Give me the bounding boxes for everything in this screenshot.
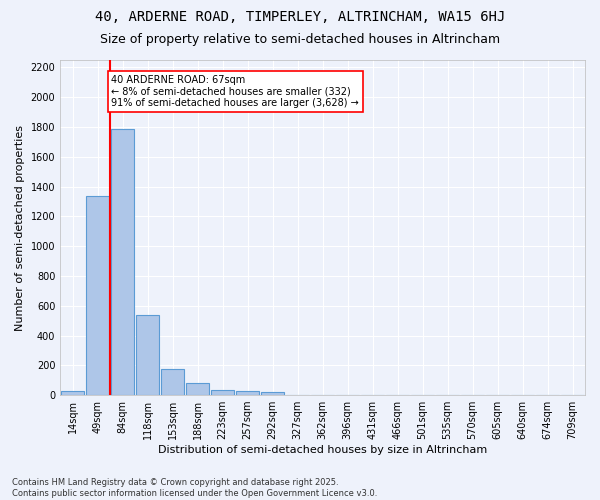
Bar [262,392,284,395]
Bar [136,314,159,395]
Bar [161,368,184,395]
Bar [236,391,259,395]
Bar [187,383,209,395]
Bar [86,196,109,395]
Y-axis label: Number of semi-detached properties: Number of semi-detached properties [15,124,25,330]
X-axis label: Distribution of semi-detached houses by size in Altrincham: Distribution of semi-detached houses by … [158,445,487,455]
Text: Contains HM Land Registry data © Crown copyright and database right 2025.
Contai: Contains HM Land Registry data © Crown c… [12,478,377,498]
Text: Size of property relative to semi-detached houses in Altrincham: Size of property relative to semi-detach… [100,32,500,46]
Bar [112,128,134,395]
Bar [61,390,84,395]
Bar [211,390,234,395]
Text: 40 ARDERNE ROAD: 67sqm
← 8% of semi-detached houses are smaller (332)
91% of sem: 40 ARDERNE ROAD: 67sqm ← 8% of semi-deta… [112,75,359,108]
Text: 40, ARDERNE ROAD, TIMPERLEY, ALTRINCHAM, WA15 6HJ: 40, ARDERNE ROAD, TIMPERLEY, ALTRINCHAM,… [95,10,505,24]
